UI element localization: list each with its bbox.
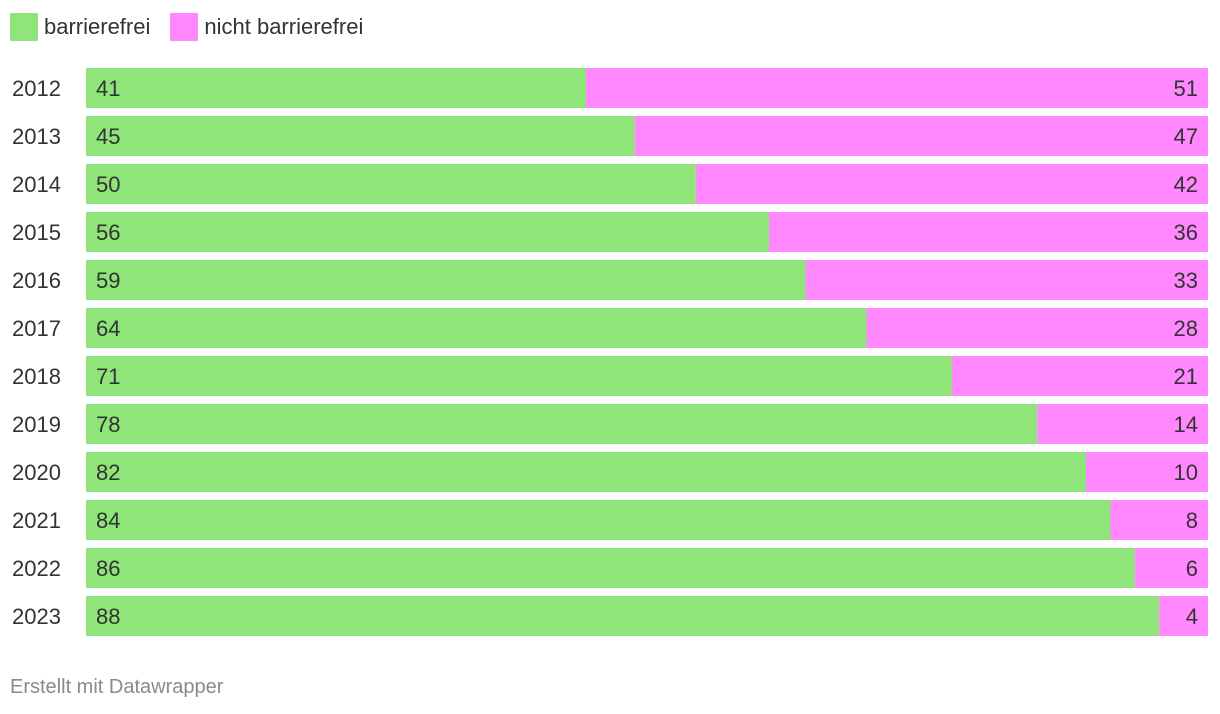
data-label-nicht-barrierefrei-2013: 47 xyxy=(1174,124,1198,149)
bar-barrierefrei-2019 xyxy=(86,404,1038,444)
data-label-nicht-barrierefrei-2018: 21 xyxy=(1174,364,1198,389)
data-label-barrierefrei-2014: 50 xyxy=(96,172,120,197)
data-label-barrierefrei-2021: 84 xyxy=(96,508,120,533)
category-label-2012: 2012 xyxy=(12,76,61,101)
bar-barrierefrei-2016 xyxy=(86,260,806,300)
category-label-2023: 2023 xyxy=(12,604,61,629)
data-label-barrierefrei-2020: 82 xyxy=(96,460,120,485)
bar-barrierefrei-2021 xyxy=(86,500,1111,540)
data-label-nicht-barrierefrei-2017: 28 xyxy=(1174,316,1198,341)
category-label-2013: 2013 xyxy=(12,124,61,149)
data-label-barrierefrei-2016: 59 xyxy=(96,268,120,293)
bar-nicht-barrierefrei-2022 xyxy=(1134,548,1208,588)
data-label-barrierefrei-2017: 64 xyxy=(96,316,120,341)
bar-barrierefrei-2020 xyxy=(86,452,1087,492)
data-label-nicht-barrierefrei-2019: 14 xyxy=(1174,412,1198,437)
bar-nicht-barrierefrei-2020 xyxy=(1086,452,1208,492)
category-label-2022: 2022 xyxy=(12,556,61,581)
data-label-barrierefrei-2023: 88 xyxy=(96,604,120,629)
category-label-2019: 2019 xyxy=(12,412,61,437)
bar-barrierefrei-2017 xyxy=(86,308,867,348)
bar-barrierefrei-2018 xyxy=(86,356,952,396)
bar-nicht-barrierefrei-2017 xyxy=(866,308,1208,348)
category-label-2014: 2014 xyxy=(12,172,61,197)
footer-credit: Erstellt mit Datawrapper xyxy=(10,676,224,698)
category-label-2018: 2018 xyxy=(12,364,61,389)
bar-nicht-barrierefrei-2016 xyxy=(805,260,1208,300)
bar-nicht-barrierefrei-2012 xyxy=(586,68,1208,108)
data-label-barrierefrei-2022: 86 xyxy=(96,556,120,581)
bar-nicht-barrierefrei-2019 xyxy=(1037,404,1208,444)
bar-barrierefrei-2023 xyxy=(86,596,1160,636)
data-label-barrierefrei-2019: 78 xyxy=(96,412,120,437)
bar-barrierefrei-2022 xyxy=(86,548,1135,588)
legend-swatch-nicht-barrierefrei xyxy=(170,13,199,41)
bar-nicht-barrierefrei-2023 xyxy=(1159,596,1208,636)
data-label-barrierefrei-2013: 45 xyxy=(96,124,120,149)
data-label-barrierefrei-2012: 41 xyxy=(96,76,120,101)
bar-barrierefrei-2014 xyxy=(86,164,696,204)
data-label-nicht-barrierefrei-2015: 36 xyxy=(1174,220,1198,245)
data-label-nicht-barrierefrei-2016: 33 xyxy=(1174,268,1198,293)
data-label-nicht-barrierefrei-2014: 42 xyxy=(1174,172,1198,197)
bar-barrierefrei-2012 xyxy=(86,68,587,108)
legend: barrierefrei nicht barrierefrei xyxy=(10,12,383,42)
data-label-nicht-barrierefrei-2023: 4 xyxy=(1186,604,1198,629)
data-label-barrierefrei-2015: 56 xyxy=(96,220,120,245)
bar-barrierefrei-2015 xyxy=(86,212,769,252)
data-label-nicht-barrierefrei-2022: 6 xyxy=(1186,556,1198,581)
stacked-bar-chart: 2012 41 51 2013 45 47 2014 50 42 2015 56 36 2016 59 33… xyxy=(12,68,1208,636)
category-label-2021: 2021 xyxy=(12,508,61,533)
legend-label-barrierefrei: barrierefrei xyxy=(44,14,151,39)
legend-swatch-barrierefrei xyxy=(10,13,38,41)
legend-label-nicht-barrierefrei: nicht barrierefrei xyxy=(204,14,364,39)
bar-nicht-barrierefrei-2014 xyxy=(695,164,1208,204)
data-label-nicht-barrierefrei-2021: 8 xyxy=(1186,508,1198,533)
data-label-nicht-barrierefrei-2012: 51 xyxy=(1174,76,1198,101)
category-label-2016: 2016 xyxy=(12,268,61,293)
category-label-2015: 2015 xyxy=(12,220,61,245)
data-label-barrierefrei-2018: 71 xyxy=(96,364,120,389)
data-label-nicht-barrierefrei-2020: 10 xyxy=(1174,460,1198,485)
bar-nicht-barrierefrei-2015 xyxy=(768,212,1208,252)
bar-barrierefrei-2013 xyxy=(86,116,635,156)
category-label-2017: 2017 xyxy=(12,316,61,341)
category-label-2020: 2020 xyxy=(12,460,61,485)
bar-nicht-barrierefrei-2013 xyxy=(634,116,1208,156)
legend-item-barrierefrei: barrierefrei xyxy=(10,13,150,41)
bar-nicht-barrierefrei-2018 xyxy=(951,356,1208,396)
bar-nicht-barrierefrei-2021 xyxy=(1110,500,1208,540)
legend-item-nicht-barrierefrei: nicht barrierefrei xyxy=(170,13,363,41)
